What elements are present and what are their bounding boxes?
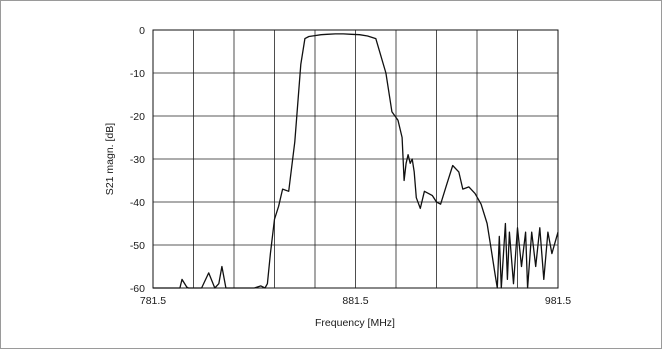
y-tick-label: -30 [130,154,145,166]
series-line [153,33,559,289]
y-tick-label: -40 [130,197,145,209]
y-tick-label: -50 [130,240,145,252]
y-axis-label: S21 magn. [dB] [104,123,116,195]
x-tick-label: 881.5 [342,295,368,307]
y-tick-label: 0 [139,25,145,37]
series-group [153,33,559,289]
x-tick-label: 981.5 [545,295,571,307]
y-tick-label: -10 [130,68,145,80]
x-axis-label: Frequency [MHz] [315,317,395,329]
y-tick-label: -20 [130,111,145,123]
y-tick-label: -60 [130,283,145,295]
x-tick-label: 781.5 [140,295,166,307]
